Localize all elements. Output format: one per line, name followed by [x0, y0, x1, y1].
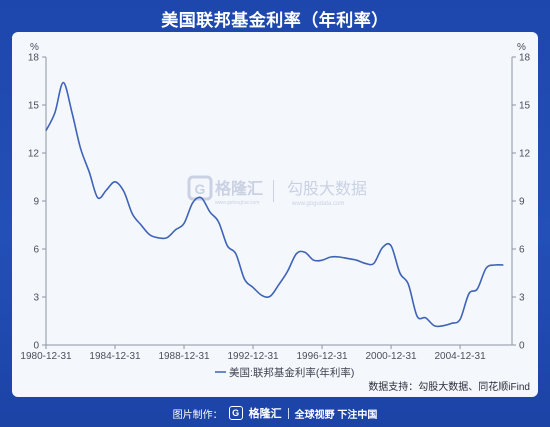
y-ticks-right: 0 3 6 9 12 15 18	[512, 53, 531, 352]
watermark-partner-url: www.gogudata.com	[291, 201, 344, 207]
footer-divider	[287, 407, 289, 419]
footer-slogan: 全球视野 下注中国	[294, 409, 378, 421]
x-ticks: 1980-12-31 1984-12-31 1988-12-31 1992-12-31…	[20, 345, 486, 362]
axes: % % 0 3 6 9 12 15 18 0 3 6 9 12 15 18 1980-12-31 1984…	[20, 42, 530, 362]
y-tick-label-left: 3	[33, 293, 39, 304]
y-tick-label-right: 12	[519, 149, 531, 160]
y-tick-label-right: 9	[519, 197, 525, 208]
y-tick-label-right: 6	[519, 245, 525, 256]
y-tick-label-left: 6	[33, 245, 39, 256]
y-tick-label-right: 3	[519, 293, 525, 304]
y-tick-label-left: 0	[33, 341, 39, 352]
chart-title: 美国联邦基金利率（年利率）	[161, 11, 389, 30]
y-tick-label-left: 18	[28, 53, 40, 64]
watermark: G 格隆汇 www.gelonghui.com 勾股大数据 www.goguda…	[187, 175, 367, 207]
x-tick-label: 1996-12-31	[296, 351, 348, 362]
footer-prefix: 图片制作：	[172, 409, 223, 421]
chart-panel: G 格隆汇 www.gelonghui.com 勾股大数据 www.goguda…	[12, 32, 538, 397]
legend-label: 美国:联邦基金利率(年利率)	[229, 366, 354, 379]
y-ticks-left: 0 3 6 9 12 15 18	[28, 53, 46, 352]
watermark-brand-url: www.gelonghui.com	[215, 200, 259, 206]
y-tick-label-left: 12	[28, 149, 40, 160]
y-tick-label-left: 15	[28, 101, 40, 112]
x-tick-label: 2000-12-31	[365, 351, 417, 362]
x-tick-label: 2004-12-31	[434, 351, 486, 362]
x-tick-label: 1984-12-31	[89, 351, 141, 362]
footer: 图片制作： G 格隆汇 全球视野 下注中国	[0, 404, 550, 422]
watermark-logo-glyph: G	[195, 181, 206, 197]
x-tick-label: 1992-12-31	[227, 351, 279, 362]
watermark-logo-icon	[187, 175, 213, 201]
x-tick-label: 1980-12-31	[20, 351, 72, 362]
legend: 美国:联邦基金利率(年利率)	[215, 366, 354, 379]
watermark-brand: 格隆汇	[215, 179, 263, 198]
y-axis-right-unit: %	[517, 42, 526, 53]
watermark-divider	[273, 180, 274, 202]
series-line-fed-funds-rate	[45, 81, 504, 328]
y-tick-label-right: 0	[519, 341, 525, 352]
footer-logo-icon: G	[228, 406, 243, 420]
chart-svg: G 格隆汇 www.gelonghui.com 勾股大数据 www.goguda…	[20, 42, 530, 393]
y-tick-label-right: 18	[519, 53, 531, 64]
x-tick-label: 1988-12-31	[158, 351, 210, 362]
y-axis-left-unit: %	[30, 42, 39, 53]
y-tick-label-left: 9	[33, 197, 39, 208]
watermark-partner: 勾股大数据	[287, 180, 367, 198]
footer-brand: 格隆汇	[248, 408, 282, 420]
source-note: 数据支持：勾股大数据、同花顺iFind	[368, 380, 530, 393]
y-tick-label-right: 15	[519, 101, 531, 112]
